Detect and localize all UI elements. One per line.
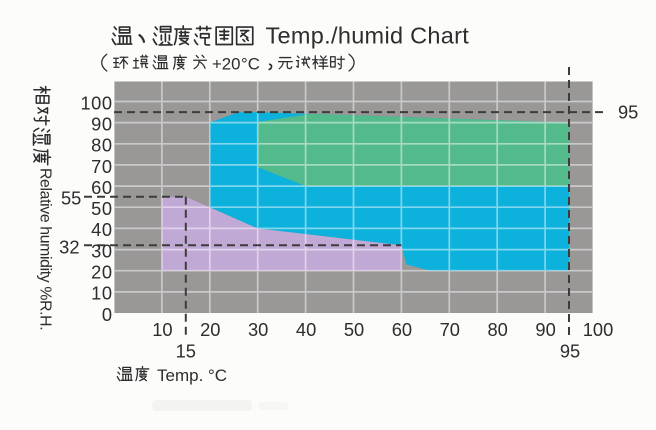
svg-text:Relative humidity %R.H.: Relative humidity %R.H. — [37, 168, 54, 330]
svg-text:60: 60 — [91, 177, 112, 198]
svg-text:20: 20 — [91, 262, 112, 283]
svg-text:Temp.: Temp. — [157, 366, 203, 385]
svg-text:55: 55 — [61, 188, 81, 209]
svg-text:40: 40 — [296, 319, 316, 340]
svg-text:100: 100 — [583, 319, 614, 340]
svg-text:70: 70 — [440, 319, 460, 340]
svg-text:90: 90 — [91, 113, 112, 134]
svg-text:+20: +20 — [212, 54, 240, 73]
svg-text:50: 50 — [91, 198, 112, 219]
svg-text:80: 80 — [91, 135, 112, 156]
svg-text:32: 32 — [59, 236, 79, 257]
svg-text:60: 60 — [392, 319, 412, 340]
svg-text:°C: °C — [241, 54, 260, 73]
svg-text:30: 30 — [248, 319, 268, 340]
svg-text:100: 100 — [80, 92, 112, 113]
svg-text:70: 70 — [91, 156, 112, 177]
svg-text:0: 0 — [102, 304, 113, 325]
svg-text:10: 10 — [91, 283, 112, 304]
svg-text:30: 30 — [91, 240, 112, 261]
svg-text:Temp./humid Chart: Temp./humid Chart — [266, 22, 470, 48]
svg-text:15: 15 — [176, 341, 196, 362]
svg-text:95: 95 — [618, 102, 638, 123]
svg-text:20: 20 — [200, 319, 220, 340]
svg-text:90: 90 — [535, 319, 555, 340]
svg-text:10: 10 — [152, 319, 172, 340]
svg-text:80: 80 — [488, 319, 508, 340]
svg-text:50: 50 — [344, 319, 364, 340]
svg-text:95: 95 — [560, 341, 580, 362]
svg-text:40: 40 — [91, 219, 112, 240]
svg-text:°C: °C — [208, 366, 227, 385]
